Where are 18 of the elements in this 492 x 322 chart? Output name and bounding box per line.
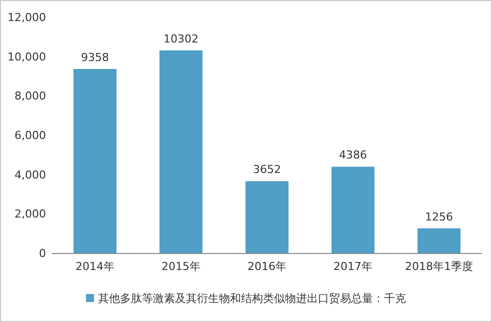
y-tick-label: 2,000 [14, 208, 46, 221]
y-tick-label: 6,000 [14, 129, 46, 142]
x-tick-label: 2018年1季度 [405, 260, 473, 273]
y-tick-label: 0 [39, 247, 46, 260]
data-label: 3652 [253, 163, 281, 176]
data-label: 9358 [81, 50, 109, 64]
y-tick-label: 8,000 [14, 90, 46, 103]
y-tick-label: 10,000 [8, 50, 46, 64]
x-tick-label: 2016年 [248, 260, 286, 273]
y-tick-label: 12,000 [8, 11, 46, 24]
x-tick-label: 2015年 [162, 260, 200, 273]
data-label: 10302 [164, 32, 198, 46]
x-tick-label: 2014年 [76, 260, 114, 273]
legend: 其他多肽等激素及其衍生物和结构类似物进出口贸易总量：千克 [86, 292, 406, 305]
y-tick-label: 4,000 [14, 168, 46, 182]
data-label: 1256 [425, 210, 453, 224]
data-label: 4386 [339, 148, 367, 162]
x-tick-label: 2017年 [334, 260, 372, 273]
